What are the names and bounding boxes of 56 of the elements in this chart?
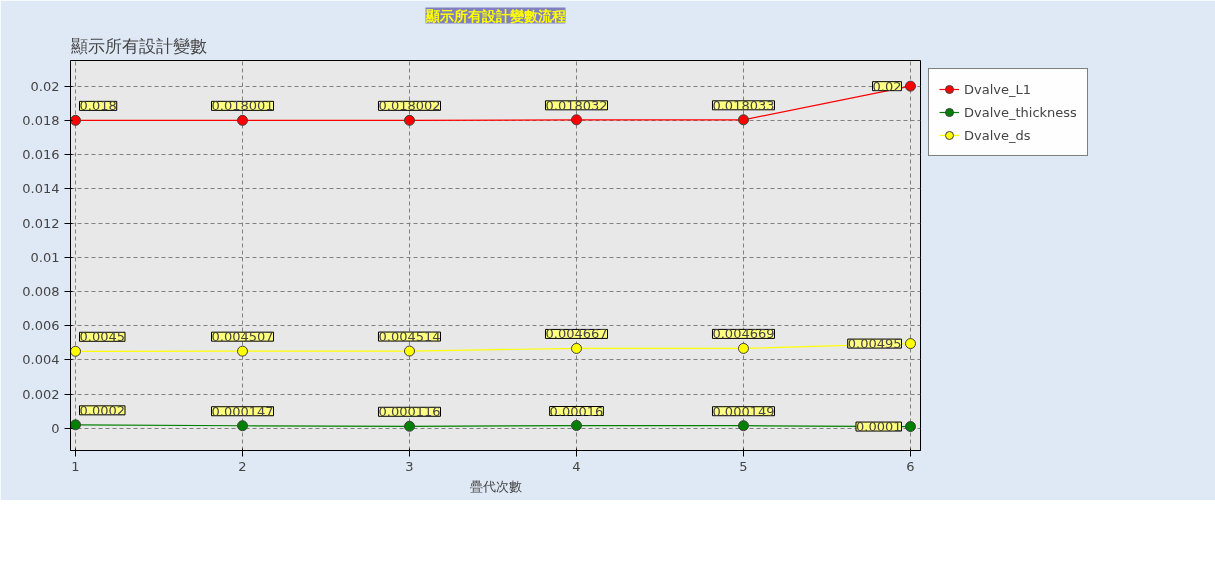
point — [570, 342, 582, 354]
point — [237, 420, 248, 432]
data-label: 0.018 — [79, 98, 117, 114]
point — [737, 114, 749, 126]
data-label: 0.0002 — [79, 402, 126, 418]
point — [404, 345, 415, 357]
y-tick-label: 0 — [51, 420, 60, 436]
point — [70, 419, 82, 431]
x-tick-label: 1 — [71, 458, 80, 474]
point — [237, 345, 248, 357]
y-tick-label: 0.006 — [22, 318, 60, 334]
point — [70, 114, 82, 126]
data-label: 0.018002 — [378, 98, 441, 114]
y-tick-label: 0.01 — [30, 249, 60, 265]
data-label: 0.000116 — [378, 404, 441, 420]
data-label: 0.018032 — [545, 97, 608, 113]
point — [904, 80, 916, 92]
x-tick-label: 4 — [572, 458, 581, 474]
x-axis-title: 疊代次數 — [469, 478, 522, 494]
data-label: 0.02 — [872, 78, 902, 94]
x-tick-label: 5 — [739, 458, 748, 474]
point — [737, 420, 749, 432]
data-label: 0.018033 — [712, 97, 775, 113]
y-tick-label: 0.014 — [22, 181, 60, 197]
point — [404, 114, 415, 126]
point — [904, 421, 916, 433]
point — [904, 338, 916, 350]
y-tick-label: 0.008 — [22, 283, 60, 299]
point — [237, 114, 248, 126]
y-tick-label: 0.012 — [22, 215, 60, 231]
x-tick-label: 6 — [906, 458, 915, 474]
point — [570, 114, 582, 126]
y-tick-label: 0.02 — [30, 78, 60, 94]
text: 顯示所有設計變數 — [70, 35, 207, 56]
data-label: 0.004669 — [712, 326, 775, 342]
x-tick-label: 2 — [238, 458, 247, 474]
data-label: 0.000149 — [712, 403, 775, 419]
legend-label: Dvalve_L1 — [964, 81, 1031, 97]
y-tick-label: 0.004 — [22, 352, 60, 368]
legend-label: Dvalve_ds — [964, 127, 1031, 143]
point — [70, 345, 82, 357]
point — [404, 420, 415, 432]
chart-title: 顯示所有設計變數流程 — [424, 7, 566, 24]
data-label: 0.004507 — [211, 329, 274, 345]
y-tick-label: 0.018 — [22, 112, 60, 128]
y-tick-label: 0.016 — [22, 147, 60, 163]
data-label: 0.000147 — [211, 403, 274, 419]
data-label: 0.004667 — [545, 326, 608, 342]
point — [737, 342, 749, 354]
y-tick-label: 0.002 — [22, 386, 60, 402]
data-label: 0.0045 — [79, 329, 126, 345]
data-label: 0.018001 — [211, 98, 274, 114]
data-label: 0.00016 — [549, 403, 604, 419]
x-tick-label: 3 — [405, 458, 414, 474]
point — [570, 420, 582, 432]
legend-label: Dvalve_thickness — [964, 104, 1077, 120]
